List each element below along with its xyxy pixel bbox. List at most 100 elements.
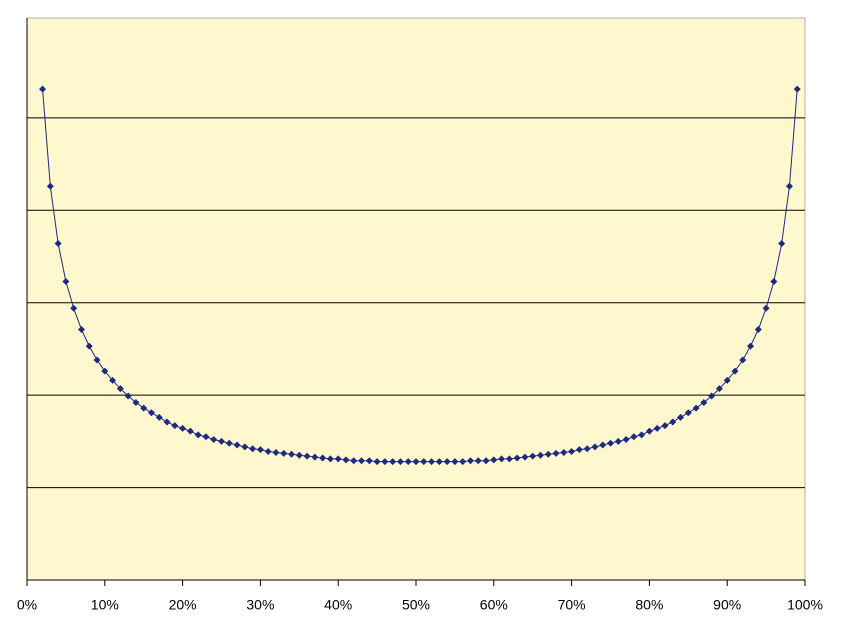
data-point	[62, 277, 70, 285]
data-point	[264, 448, 272, 456]
series	[39, 85, 801, 466]
data-point	[39, 85, 47, 93]
data-point	[505, 455, 513, 463]
data-point	[583, 445, 591, 453]
data-point	[435, 458, 443, 466]
data-point	[544, 450, 552, 458]
data-point	[560, 448, 568, 456]
data-point	[653, 424, 661, 432]
data-point	[684, 409, 692, 417]
x-tick-label: 50%	[402, 597, 430, 613]
data-point	[249, 445, 257, 453]
data-point	[700, 399, 708, 407]
data-point	[443, 458, 451, 466]
data-point	[280, 449, 288, 457]
data-point	[428, 458, 436, 466]
data-point	[272, 448, 280, 456]
data-point	[731, 367, 739, 375]
data-point	[179, 424, 187, 432]
data-point	[521, 453, 529, 461]
data-point	[365, 457, 373, 465]
data-point	[466, 457, 474, 465]
data-point	[785, 182, 793, 190]
data-point	[474, 457, 482, 465]
data-point	[575, 446, 583, 454]
data-point	[381, 458, 389, 466]
x-tick-label: 80%	[635, 597, 663, 613]
data-point	[186, 427, 194, 435]
data-point	[326, 455, 334, 463]
data-point	[404, 458, 412, 466]
data-point	[552, 449, 560, 457]
data-point	[218, 437, 225, 445]
data-point	[46, 182, 54, 190]
x-tick-label: 100%	[787, 597, 823, 613]
data-point	[451, 458, 459, 466]
data-point	[295, 451, 303, 459]
data-point	[754, 326, 762, 334]
data-point	[70, 304, 78, 312]
data-point	[116, 385, 124, 393]
data-point	[350, 457, 358, 465]
data-point	[109, 376, 117, 384]
data-point	[622, 436, 630, 443]
data-point	[420, 458, 428, 466]
data-point	[101, 367, 109, 375]
data-point	[669, 418, 677, 426]
data-point	[155, 413, 163, 421]
data-point	[536, 451, 544, 459]
data-point	[770, 277, 778, 285]
data-point	[482, 457, 490, 465]
data-point	[389, 458, 397, 466]
data-point	[661, 422, 669, 430]
data-point	[568, 448, 576, 456]
data-point	[171, 422, 179, 430]
data-point	[591, 443, 599, 451]
plot-area	[26, 17, 806, 581]
x-tick-label: 0%	[17, 597, 37, 613]
data-point	[677, 413, 685, 421]
x-tick-label: 30%	[246, 597, 274, 613]
data-point	[599, 441, 607, 449]
data-point	[513, 454, 521, 462]
data-point	[140, 404, 148, 412]
data-point	[747, 342, 755, 350]
data-point	[54, 240, 62, 248]
data-point	[412, 458, 420, 466]
data-point	[723, 376, 731, 384]
data-point	[85, 342, 93, 350]
x-tick-label: 10%	[91, 597, 119, 613]
data-point	[396, 458, 404, 466]
data-point	[373, 458, 381, 466]
data-point	[334, 455, 342, 463]
x-tick-label: 40%	[324, 597, 352, 613]
x-tick-label: 20%	[169, 597, 197, 613]
data-point	[311, 453, 319, 461]
data-point	[739, 356, 747, 364]
data-point	[210, 436, 218, 443]
data-point	[459, 458, 467, 466]
data-point	[358, 457, 366, 465]
data-point	[715, 385, 723, 393]
data-point	[256, 446, 264, 454]
data-point	[194, 431, 202, 439]
data-point	[93, 356, 101, 364]
data-point	[132, 399, 140, 407]
data-point	[288, 450, 296, 458]
data-point	[529, 452, 537, 460]
data-point	[762, 304, 770, 312]
data-point	[342, 456, 350, 464]
data-point	[630, 433, 638, 441]
data-point	[614, 437, 622, 445]
data-point	[233, 441, 241, 449]
data-point	[638, 431, 646, 439]
x-tick-label: 60%	[480, 597, 508, 613]
data-point	[225, 439, 233, 447]
data-point	[147, 409, 155, 417]
data-point	[202, 433, 210, 441]
data-point	[163, 418, 171, 426]
data-point	[490, 456, 498, 464]
data-point	[124, 392, 132, 400]
